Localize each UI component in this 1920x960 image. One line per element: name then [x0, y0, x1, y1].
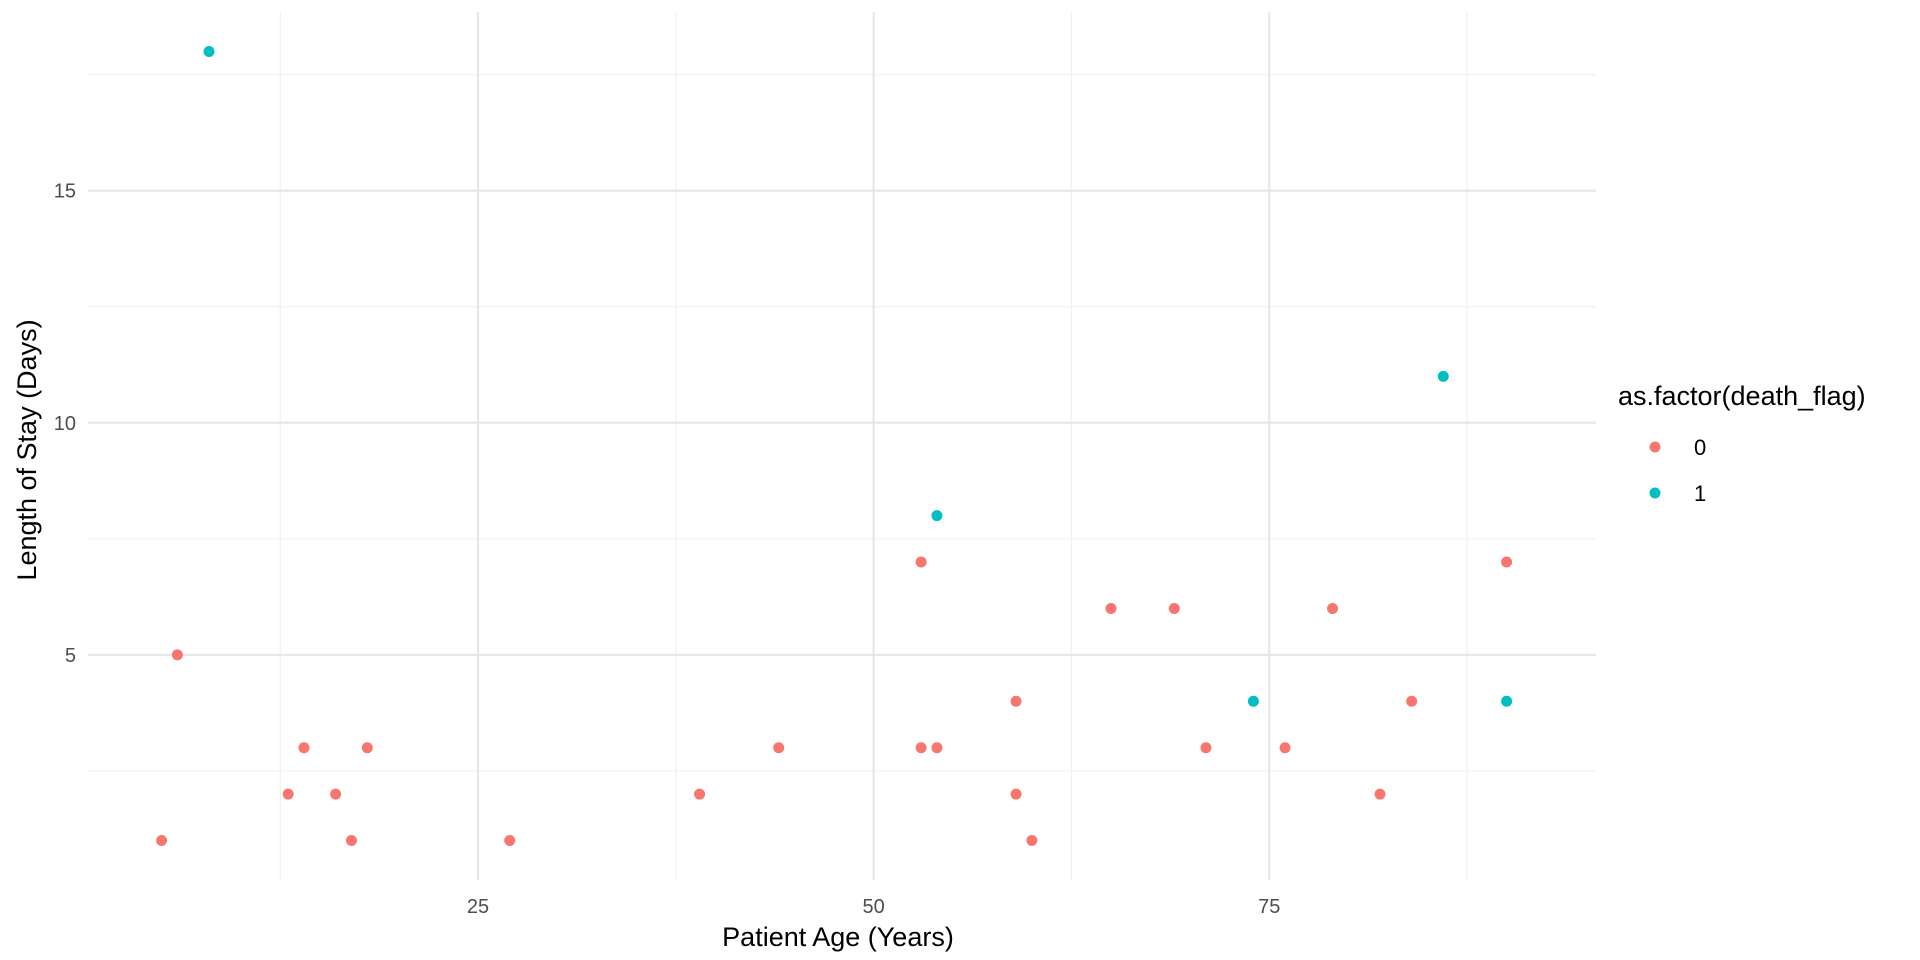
minor-gridlines	[88, 12, 1596, 880]
y-tick-labels: 5 10 15	[54, 181, 76, 667]
x-tick-label: 75	[1258, 896, 1280, 918]
data-point-series-0	[1200, 742, 1212, 754]
legend-label-0: 0	[1694, 435, 1706, 460]
data-point-series-0	[504, 835, 516, 847]
data-point-series-0	[298, 742, 310, 754]
data-points	[156, 45, 1513, 847]
data-point-series-1	[1437, 370, 1449, 382]
data-point-series-0	[1279, 742, 1291, 754]
data-point-series-0	[694, 788, 706, 800]
data-point-series-0	[1168, 602, 1180, 614]
y-tick-label: 10	[54, 413, 76, 435]
data-point-series-0	[345, 835, 357, 847]
data-point-series-0	[171, 649, 183, 661]
data-point-series-0	[1327, 602, 1339, 614]
data-point-series-0	[1026, 835, 1038, 847]
data-point-series-0	[1406, 695, 1418, 707]
data-point-series-1	[1501, 695, 1513, 707]
data-point-series-0	[361, 742, 373, 754]
data-point-series-0	[156, 835, 168, 847]
legend-label-1: 1	[1694, 481, 1706, 506]
legend-title: as.factor(death_flag)	[1618, 381, 1866, 411]
x-tick-label: 50	[863, 896, 885, 918]
x-axis-title: Patient Age (Years)	[722, 922, 954, 952]
data-point-series-0	[330, 788, 342, 800]
data-point-series-0	[1105, 602, 1117, 614]
data-point-series-0	[915, 742, 927, 754]
y-tick-label: 15	[54, 181, 76, 203]
y-tick-label: 5	[65, 645, 76, 667]
legend-key-1	[1649, 487, 1661, 499]
data-point-series-0	[1010, 695, 1022, 707]
data-point-series-0	[915, 556, 927, 568]
data-point-series-1	[931, 510, 943, 522]
data-point-series-0	[773, 742, 785, 754]
major-gridlines	[88, 12, 1596, 880]
legend: as.factor(death_flag) 01	[1618, 381, 1866, 506]
data-point-series-0	[1501, 556, 1513, 568]
data-point-series-0	[1374, 788, 1386, 800]
data-point-series-0	[931, 742, 943, 754]
data-point-series-1	[203, 45, 215, 57]
legend-key-0	[1649, 441, 1661, 453]
y-axis-title: Length of Stay (Days)	[12, 319, 42, 580]
data-point-series-1	[1247, 695, 1259, 707]
legend-items: 01	[1649, 435, 1706, 506]
x-tick-labels: 25 50 75	[467, 896, 1280, 918]
data-point-series-0	[1010, 788, 1022, 800]
data-point-series-0	[282, 788, 294, 800]
x-tick-label: 25	[467, 896, 489, 918]
